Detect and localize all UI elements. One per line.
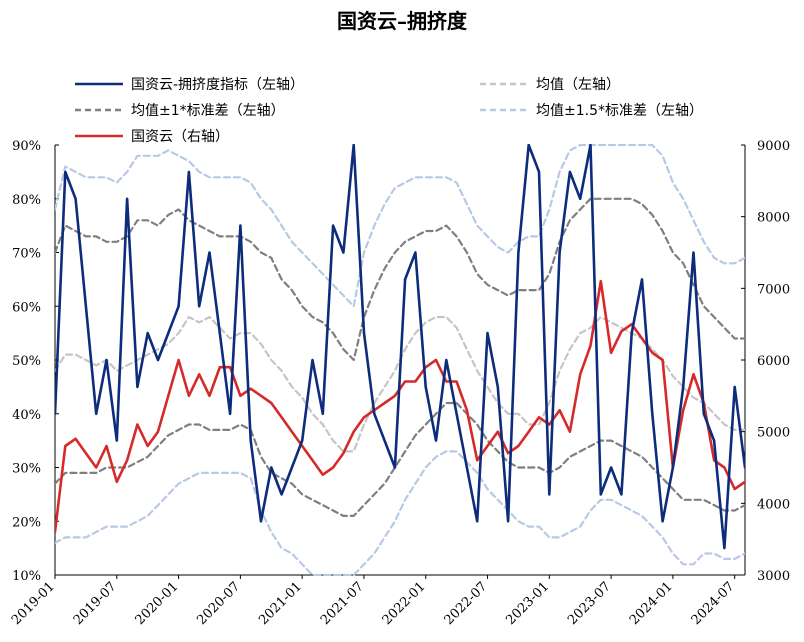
legend: 国资云-拥挤度指标（左轴） 均值（左轴） 均值±1*标准差（左轴） 均值±1.5*标准…: [75, 77, 703, 145]
left-tick-label: 30%: [12, 462, 41, 477]
chart-title: 国资云–拥挤度: [337, 9, 468, 33]
x-tick-label: 2022-07: [442, 579, 491, 628]
x-tick-label: 2024-07: [689, 579, 738, 628]
legend-label: 均值±1*标准差（左轴）: [131, 103, 285, 119]
x-tick-label: 2019-01: [9, 579, 58, 628]
legend-label: 均值±1.5*标准差（左轴）: [536, 103, 703, 119]
plot-area: [55, 144, 745, 576]
left-tick-label: 20%: [12, 515, 41, 530]
series-line-2: [55, 197, 745, 362]
right-tick-label: 7000: [757, 282, 790, 297]
left-tick-label: 60%: [12, 300, 41, 315]
x-tick-label: 2023-01: [503, 579, 552, 628]
right-tick-label: 4000: [757, 497, 790, 512]
series-line-0: [55, 144, 745, 550]
left-tick-label: 10%: [12, 569, 41, 584]
x-tick-label: 2020-07: [194, 579, 243, 628]
legend-label: 国资云-拥挤度指标（左轴）: [131, 77, 304, 93]
right-tick-label: 6000: [757, 354, 790, 369]
left-tick-label: 40%: [12, 408, 41, 423]
left-tick-label: 90%: [12, 139, 41, 154]
right-tick-label: 8000: [757, 211, 790, 226]
x-tick-label: 2023-07: [565, 579, 614, 628]
legend-label: 国资云（右轴）: [131, 129, 229, 145]
series-line-5: [55, 450, 745, 576]
x-tick-label: 2022-01: [380, 579, 429, 628]
x-tick-label: 2020-01: [133, 579, 182, 628]
x-tick-label: 2024-01: [627, 579, 676, 628]
x-tick-label: 2021-01: [256, 579, 305, 628]
left-tick-label: 70%: [12, 247, 41, 262]
x-tick-label: 2019-07: [71, 579, 120, 628]
series-line-4: [55, 144, 745, 308]
left-tick-label: 80%: [12, 193, 41, 208]
series-line-6: [55, 279, 745, 534]
left-tick-label: 50%: [12, 354, 41, 369]
series-line-3: [55, 401, 745, 518]
legend-label: 均值（左轴）: [536, 77, 620, 93]
right-tick-label: 5000: [757, 426, 790, 441]
right-tick-label: 9000: [757, 139, 790, 154]
x-tick-label: 2021-07: [318, 579, 367, 628]
right-tick-label: 3000: [757, 569, 790, 584]
